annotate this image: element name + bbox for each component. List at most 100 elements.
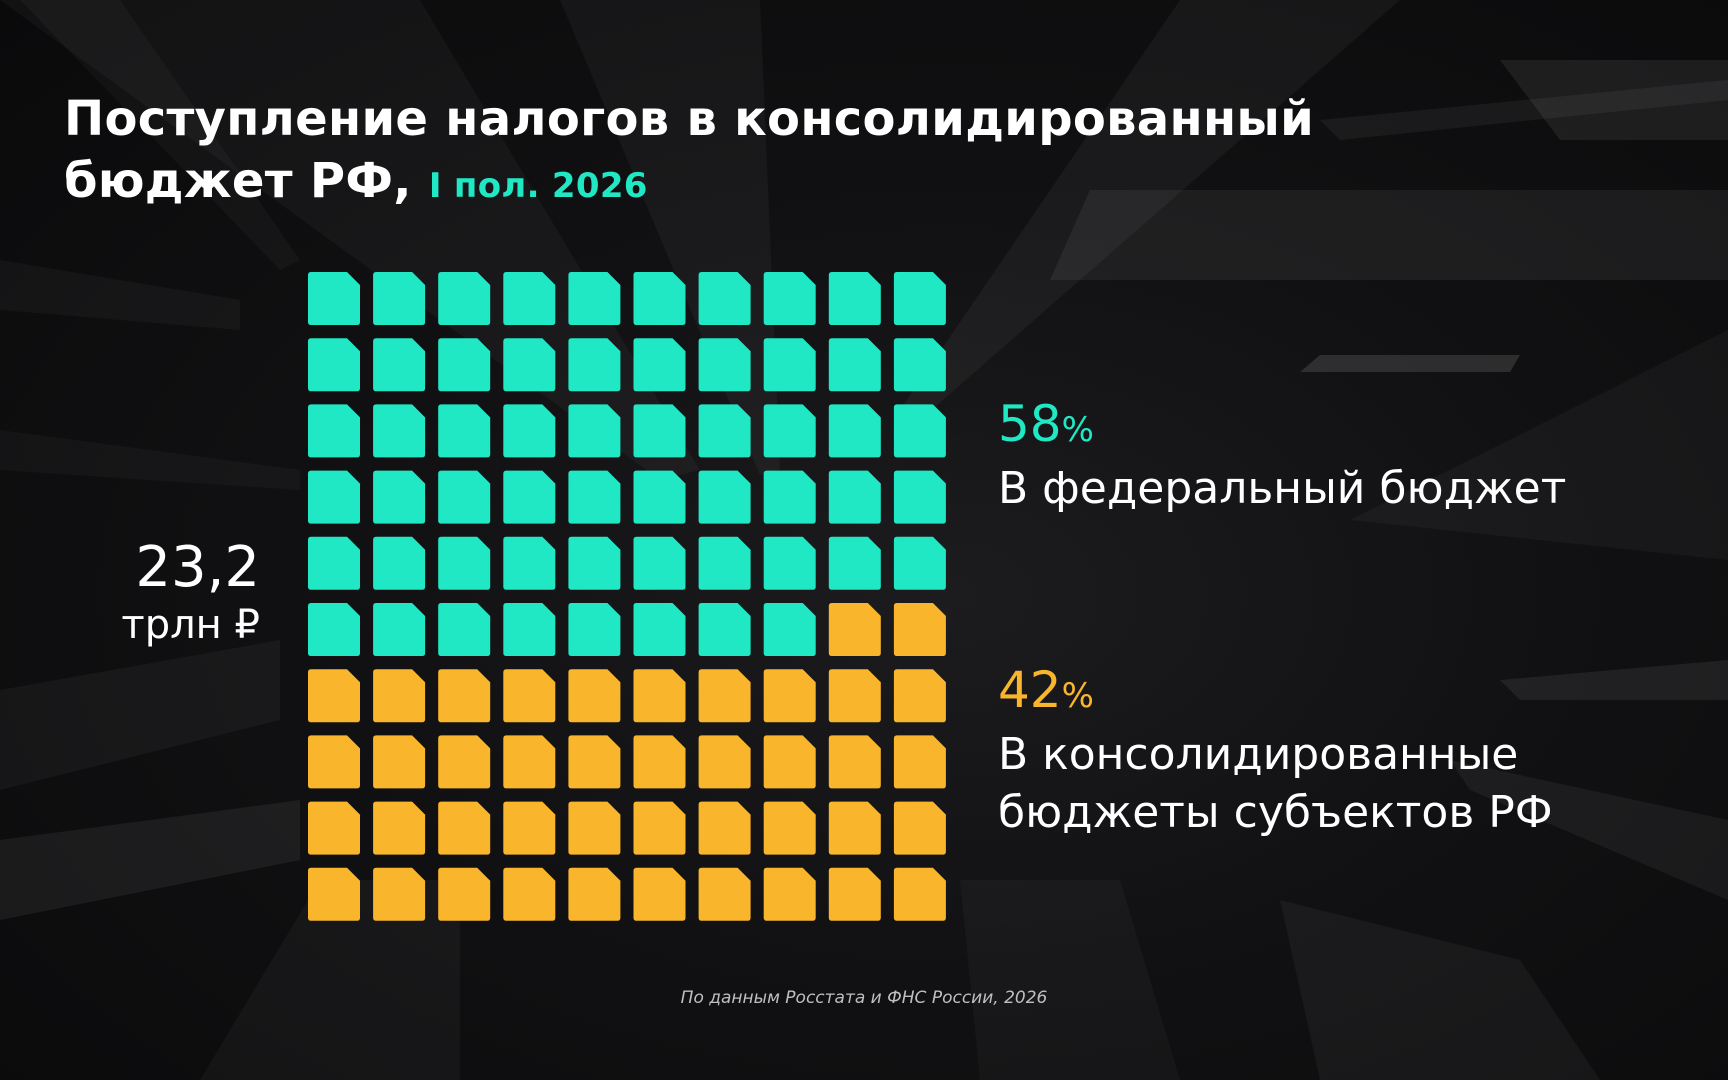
waffle-cell: [308, 603, 360, 656]
waffle-cell: [763, 669, 816, 723]
waffle-cell: [893, 735, 946, 789]
waffle-cell: [568, 867, 621, 921]
waffle-cell: [438, 801, 491, 855]
waffle-cell: [438, 338, 491, 392]
waffle-cell: [698, 470, 751, 524]
waffle-cell: [503, 338, 556, 392]
waffle-cell: [373, 536, 426, 590]
waffle-cell: [828, 735, 881, 789]
waffle-cell: [503, 272, 556, 325]
waffle-cell: [893, 470, 946, 524]
title-line-2: бюджет РФ, I пол. 2026: [64, 150, 1564, 217]
legend-federal-percent-sign: %: [1061, 410, 1094, 450]
waffle-cell: [698, 272, 751, 325]
waffle-cell: [828, 404, 881, 458]
waffle-cell: [698, 735, 751, 789]
waffle-cell: [633, 669, 686, 723]
waffle-cell: [893, 536, 946, 590]
title-line-2-text: бюджет РФ,: [64, 153, 412, 209]
legend-regional-label-line-1: В консолидированные: [998, 729, 1519, 780]
waffle-cell: [373, 470, 426, 524]
waffle-cell: [893, 272, 946, 325]
waffle-cell: [373, 669, 426, 723]
waffle-cell: [763, 801, 816, 855]
legend-regional-percent-sign: %: [1061, 676, 1094, 716]
waffle-cell: [698, 801, 751, 855]
waffle-cell: [568, 404, 621, 458]
waffle-cell: [828, 669, 881, 723]
waffle-cell: [633, 272, 686, 325]
waffle-cell: [828, 867, 881, 921]
waffle-cell: [373, 801, 426, 855]
waffle-cell: [503, 669, 556, 723]
waffle-cell: [308, 669, 360, 723]
waffle-cell: [893, 669, 946, 723]
waffle-cell: [698, 338, 751, 392]
waffle-cell: [763, 404, 816, 458]
waffle-cell: [438, 470, 491, 524]
waffle-cell: [633, 603, 686, 656]
chart-title: Поступление налогов в консолидированный …: [64, 88, 1564, 217]
waffle-cell: [698, 404, 751, 458]
waffle-cell: [763, 867, 816, 921]
waffle-cell: [763, 338, 816, 392]
waffle-cell: [828, 603, 881, 656]
waffle-cell: [568, 669, 621, 723]
legend-regional-percent-value: 42: [998, 661, 1062, 719]
waffle-cell: [893, 603, 946, 656]
waffle-cell: [438, 404, 491, 458]
waffle-cell: [308, 536, 360, 590]
waffle-cell: [373, 338, 426, 392]
waffle-cell: [568, 338, 621, 392]
waffle-cell: [308, 867, 360, 921]
legend-regional: 42% В консолидированные бюджеты субъекто…: [998, 660, 1553, 842]
waffle-cell: [373, 867, 426, 921]
waffle-cell: [698, 867, 751, 921]
waffle-cell: [828, 801, 881, 855]
waffle-cell: [763, 470, 816, 524]
waffle-cell: [308, 801, 360, 855]
waffle-cell: [633, 404, 686, 458]
waffle-cell: [828, 536, 881, 590]
waffle-cell: [503, 603, 556, 656]
waffle-cell: [503, 735, 556, 789]
legend-regional-percent: 42%: [998, 660, 1553, 726]
waffle-cell: [828, 272, 881, 325]
legend-federal-percent-value: 58: [998, 395, 1062, 453]
waffle-cell: [893, 404, 946, 458]
waffle-cell: [828, 470, 881, 524]
total-unit: трлн ₽: [121, 602, 260, 648]
waffle-cell: [373, 735, 426, 789]
waffle-cell: [568, 470, 621, 524]
waffle-cell: [373, 404, 426, 458]
waffle-cell: [893, 867, 946, 921]
waffle-cell: [633, 470, 686, 524]
total-amount: 23,2 трлн ₽: [121, 536, 260, 650]
waffle-cell: [828, 338, 881, 392]
waffle-cell: [308, 338, 360, 392]
waffle-cell: [503, 536, 556, 590]
waffle-cell: [763, 536, 816, 590]
source-note: По данным Росстата и ФНС России, 2026: [680, 988, 1048, 1008]
waffle-cell: [438, 272, 491, 325]
waffle-cell: [438, 669, 491, 723]
waffle-cell: [568, 603, 621, 656]
waffle-cell: [438, 536, 491, 590]
total-value: 23,2: [135, 535, 260, 600]
waffle-cell: [633, 735, 686, 789]
waffle-cell: [568, 536, 621, 590]
waffle-cell: [503, 404, 556, 458]
waffle-cell: [438, 867, 491, 921]
waffle-cell: [438, 603, 491, 656]
waffle-cell: [763, 603, 816, 656]
waffle-cell: [373, 272, 426, 325]
waffle-cell: [308, 404, 360, 458]
waffle-cell: [633, 801, 686, 855]
waffle-cell: [373, 603, 426, 656]
waffle-cell: [568, 272, 621, 325]
waffle-cell: [308, 470, 360, 524]
waffle-cell: [633, 867, 686, 921]
